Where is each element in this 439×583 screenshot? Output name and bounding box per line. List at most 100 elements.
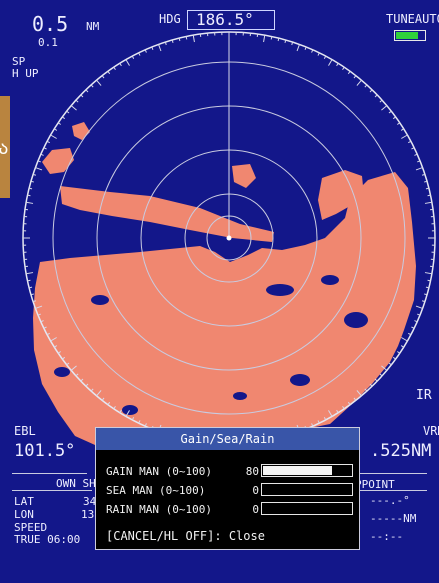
bearing-tick [336, 409, 339, 413]
gain-label: GAIN MAN (0~100) [106, 465, 212, 478]
gain-sea-rain-dialog: Gain/Sea/Rain GAIN MAN (0~100) 80 SEA MA… [95, 427, 360, 550]
bearing-tick [40, 153, 44, 156]
bearing-tick [388, 110, 392, 114]
bearing-tick [347, 401, 351, 405]
bearing-tick [425, 187, 430, 190]
gain-slider[interactable] [261, 464, 353, 477]
echo-upper-mid [232, 164, 256, 188]
bearing-tick [408, 140, 412, 144]
bearing-tick [408, 332, 412, 336]
bearing-tick [144, 423, 147, 427]
echo-upper-left [42, 148, 74, 174]
bearing-tick [27, 194, 31, 197]
tune-bar [394, 30, 426, 41]
lon-value: 135 [81, 508, 101, 521]
bearing-tick [32, 173, 37, 176]
bearing-tick [356, 79, 362, 86]
bearing-tick [54, 345, 58, 348]
bearing-tick [323, 55, 327, 59]
bearing-tick [37, 313, 41, 316]
side-tab[interactable] [0, 96, 10, 198]
ebl-value: 101.5° [14, 441, 76, 461]
bearing-tick [364, 388, 368, 392]
bearing-tick [400, 345, 404, 348]
bearing-tick [392, 356, 396, 360]
bearing-tick [119, 409, 122, 413]
bearing-tick [317, 420, 320, 424]
vrm-label[interactable]: VRM [423, 424, 439, 438]
bearing-tick [50, 134, 57, 139]
bearing-tick [62, 116, 66, 120]
bearing-tick [291, 41, 294, 46]
lat-label: LAT [14, 495, 34, 508]
bearing-tick [374, 378, 378, 382]
speed-label: SPEED [14, 521, 48, 534]
bearing-tick [30, 293, 35, 296]
bearing-tick [144, 49, 147, 53]
divider [12, 490, 92, 491]
range-unit: NM [86, 20, 100, 33]
bearing-tick [388, 362, 392, 366]
rain-slider[interactable] [261, 502, 353, 515]
waypoint-title: PPOINT [355, 478, 395, 491]
bearing-tick [101, 397, 105, 401]
bearing-tick [374, 94, 378, 98]
bearing-tick [414, 320, 418, 323]
presentation-mode-1: SP [12, 55, 26, 68]
bearing-tick [392, 116, 396, 120]
speed-value: TRUE 06:00 [14, 533, 81, 546]
ring-interval: 0.1 [38, 36, 58, 49]
gain-value[interactable]: 80 [245, 465, 259, 478]
divider [12, 473, 87, 474]
bearing-tick [75, 99, 79, 103]
lat-value: 34 [83, 495, 97, 508]
bearing-tick [37, 160, 41, 163]
bearing-tick [381, 105, 388, 111]
range-value[interactable]: 0.5 [32, 12, 69, 36]
bearing-tick [164, 41, 167, 46]
echo-spit [60, 186, 274, 242]
sea-value[interactable]: 0 [252, 484, 259, 497]
bearing-tick [369, 383, 373, 387]
bearing-tick [85, 383, 89, 387]
bearing-tick [85, 89, 89, 93]
bearing-tick [46, 332, 50, 336]
bearing-tick [32, 300, 37, 303]
bearing-tick [70, 105, 77, 111]
bearing-tick [296, 44, 300, 52]
close-hint[interactable]: [CANCEL/HL OFF]: Close [106, 529, 265, 543]
bearing-tick [381, 365, 388, 371]
bearing-tick [40, 320, 44, 323]
bearing-tick [423, 293, 428, 296]
rain-value[interactable]: 0 [252, 503, 259, 516]
bearing-tick [66, 110, 70, 114]
bearing-tick [107, 71, 111, 75]
ebl-label[interactable]: EBL [14, 424, 36, 438]
bearing-tick [400, 128, 404, 131]
bearing-tick [417, 313, 421, 316]
vrm-value: .525NM [370, 441, 432, 461]
bearing-tick [423, 180, 428, 183]
own-ship-title: OWN SHI [56, 477, 103, 490]
bearing-tick [35, 167, 43, 171]
bearing-tick [43, 147, 47, 150]
sea-slider[interactable] [261, 483, 353, 496]
tune-label[interactable]: TUNEAUTO [386, 12, 439, 26]
waypoint-distance: -----NM [370, 512, 417, 525]
bearing-tick [323, 417, 327, 421]
bearing-tick [192, 35, 195, 43]
bearing-tick [62, 356, 66, 360]
bearing-tick [28, 187, 33, 190]
side-tab-text: ა [0, 138, 9, 159]
bearing-tick [397, 351, 401, 354]
bearing-tick [50, 337, 57, 342]
bearing-tick [30, 180, 35, 183]
bearing-tick [415, 305, 423, 309]
bearing-tick [425, 286, 430, 289]
presentation-mode-2[interactable]: H UP [12, 67, 39, 80]
bearing-tick [57, 122, 61, 125]
heading-box [187, 10, 275, 30]
bearing-tick [96, 390, 102, 397]
dialog-title: Gain/Sea/Rain [96, 428, 359, 450]
